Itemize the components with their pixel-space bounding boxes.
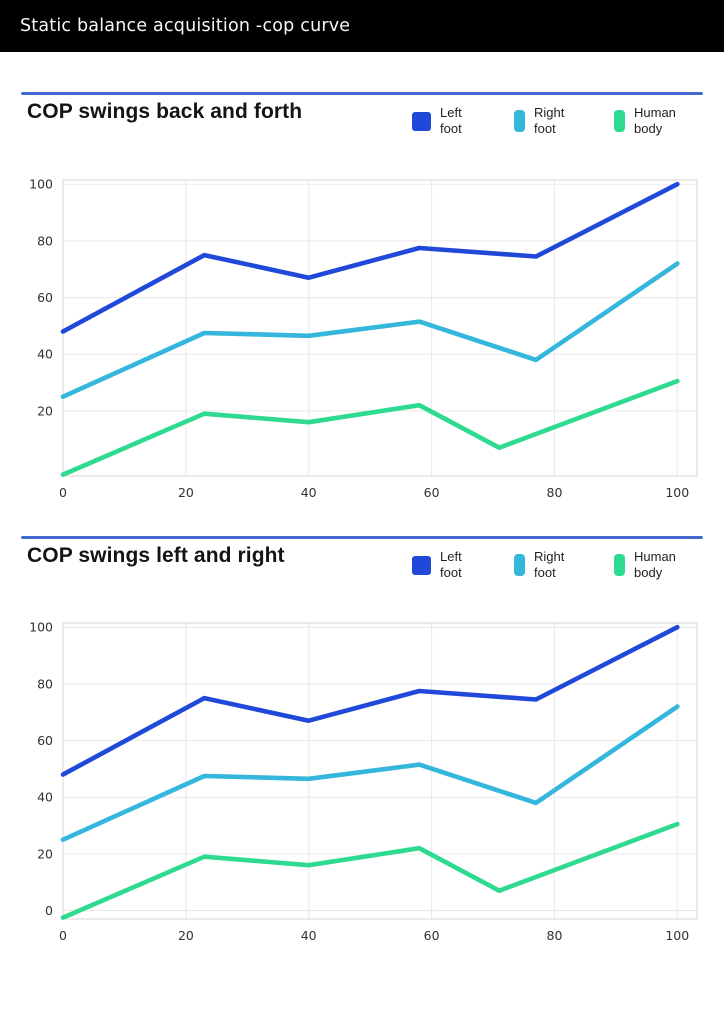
svg-text:20: 20 <box>37 846 53 861</box>
legend-label-right-foot: Right foot <box>534 104 565 137</box>
svg-text:60: 60 <box>37 733 53 748</box>
section-divider <box>21 92 703 95</box>
legend-label-left-foot: Left foot <box>440 548 462 581</box>
legend-item-right-foot[interactable]: Right foot <box>514 104 564 138</box>
legend-item-human-body[interactable]: Human body <box>614 548 676 582</box>
section-left-right: COP swings left and right Left foot Righ… <box>21 536 703 948</box>
svg-text:20: 20 <box>178 928 194 943</box>
legend-label-human-body: Human body <box>634 104 676 137</box>
legend-swatch-human-body <box>614 110 625 132</box>
svg-text:40: 40 <box>301 928 317 943</box>
app-header: Static balance acquisition -cop curve <box>0 0 724 52</box>
svg-text:80: 80 <box>37 233 53 248</box>
svg-text:100: 100 <box>29 177 53 192</box>
svg-text:60: 60 <box>424 928 440 943</box>
svg-text:80: 80 <box>547 928 563 943</box>
legend-label-human-body: Human body <box>634 548 676 581</box>
legend-swatch-right-foot <box>514 554 525 576</box>
app-title: Static balance acquisition -cop curve <box>20 16 351 36</box>
svg-text:20: 20 <box>178 485 194 500</box>
legend-label-left-foot: Left foot <box>440 104 462 137</box>
svg-text:40: 40 <box>301 485 317 500</box>
line-chart-back-forth: 20 40 60 80 100 0 20 40 60 80 100 <box>29 177 698 500</box>
chart-title-left-right: COP swings left and right <box>27 544 285 567</box>
svg-text:80: 80 <box>547 485 563 500</box>
svg-text:0: 0 <box>45 903 53 918</box>
legend-item-right-foot[interactable]: Right foot <box>514 548 564 582</box>
svg-text:20: 20 <box>37 403 53 418</box>
svg-text:80: 80 <box>37 676 53 691</box>
legend-swatch-human-body <box>614 554 625 576</box>
legend-swatch-left-foot <box>412 111 431 131</box>
svg-text:100: 100 <box>665 928 689 943</box>
svg-text:100: 100 <box>665 485 689 500</box>
svg-text:100: 100 <box>29 620 53 635</box>
legend-item-left-foot[interactable]: Left foot <box>412 104 462 138</box>
legend-item-human-body[interactable]: Human body <box>614 104 676 138</box>
svg-text:60: 60 <box>424 485 440 500</box>
svg-text:0: 0 <box>59 485 67 500</box>
svg-text:0: 0 <box>59 928 67 943</box>
legend-item-left-foot[interactable]: Left foot <box>412 548 462 582</box>
legend-label-right-foot: Right foot <box>534 548 565 581</box>
legend-swatch-right-foot <box>514 110 525 132</box>
line-chart-left-right: 0 20 40 60 80 100 0 20 40 60 80 100 <box>29 620 698 943</box>
legend-swatch-left-foot <box>412 555 431 575</box>
svg-text:40: 40 <box>37 347 53 362</box>
section-back-forth: COP swings back and forth Left foot Righ… <box>21 92 703 505</box>
svg-text:60: 60 <box>37 290 53 305</box>
chart-title-back-forth: COP swings back and forth <box>27 100 303 123</box>
svg-text:40: 40 <box>37 790 53 805</box>
section-divider <box>21 536 703 539</box>
